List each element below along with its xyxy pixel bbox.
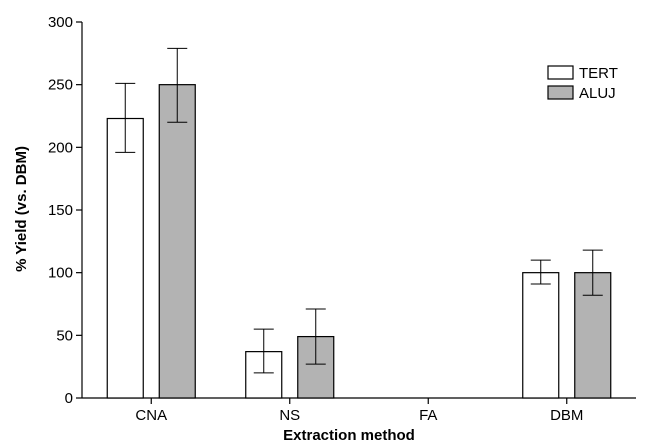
bar-aluj (297, 335, 335, 399)
y-axis-title: % Yield (vs. DBM) (13, 146, 30, 272)
x-axis-title: Extraction method (283, 427, 415, 444)
y-tick-label: 150 (48, 202, 73, 219)
y-tick-label: 50 (56, 327, 73, 344)
legend: TERT ALUJ (547, 65, 618, 102)
error-bars (115, 47, 603, 374)
y-tick-label: 0 (65, 390, 73, 407)
x-tick-label: FA (419, 407, 437, 424)
legend-swatch-tert (547, 65, 574, 80)
y-tick-label: 100 (48, 265, 73, 282)
y-tick-label: 250 (48, 77, 73, 94)
legend-label-tert: TERT (579, 65, 618, 82)
x-tick-label: NS (279, 407, 300, 424)
bar-aluj (158, 84, 196, 399)
y-tick-label: 300 (48, 14, 73, 31)
y-axis: 0 50 100 150 200 250 300 (48, 14, 83, 407)
x-tick-label: DBM (550, 407, 583, 424)
bar-tert (522, 272, 560, 399)
legend-label-aluj: ALUJ (579, 85, 616, 102)
bar-tert (245, 351, 283, 399)
y-tick-label: 200 (48, 139, 73, 156)
bars (106, 84, 612, 399)
legend-swatch-aluj (547, 85, 574, 100)
x-tick-label: CNA (135, 407, 167, 424)
x-axis: CNA NS FA DBM (82, 397, 636, 424)
bar-tert (106, 117, 144, 399)
